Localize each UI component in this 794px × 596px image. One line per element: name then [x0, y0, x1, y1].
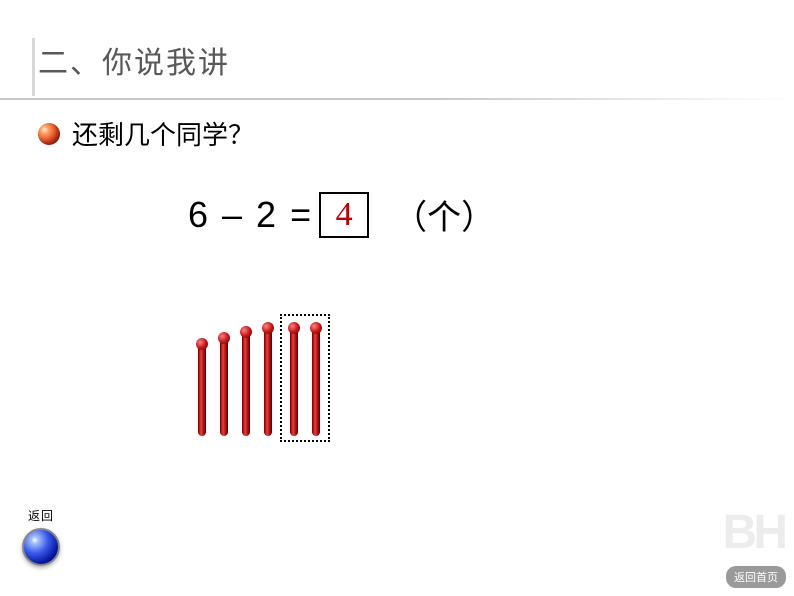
counting-stick — [264, 328, 272, 436]
answer-box: 4 — [319, 192, 369, 238]
back-label: 返回 — [22, 507, 60, 524]
title-area: 二、你说我讲 — [38, 38, 230, 82]
counting-stick — [198, 344, 206, 436]
question-row: 还剩几个同学？ — [38, 115, 254, 152]
title-underline — [0, 98, 794, 100]
equation: 6 – 2 = 4 （个） — [188, 190, 495, 239]
home-button[interactable]: 返回首页 — [726, 566, 786, 588]
counting-stick — [220, 338, 228, 436]
back-area: 返回 — [22, 507, 60, 566]
watermark: BH — [723, 505, 784, 560]
equation-unit: （个） — [393, 190, 495, 239]
counting-stick — [242, 332, 250, 436]
selection-dashed-box — [280, 314, 330, 442]
back-button[interactable] — [22, 528, 60, 566]
title-divider-vertical — [32, 38, 35, 96]
equation-left: 6 – 2 = — [188, 194, 313, 236]
section-title: 二、你说我讲 — [38, 38, 230, 82]
question-text: 还剩几个同学？ — [72, 115, 254, 152]
bullet-icon — [38, 123, 60, 145]
answer-value: 4 — [336, 196, 353, 234]
